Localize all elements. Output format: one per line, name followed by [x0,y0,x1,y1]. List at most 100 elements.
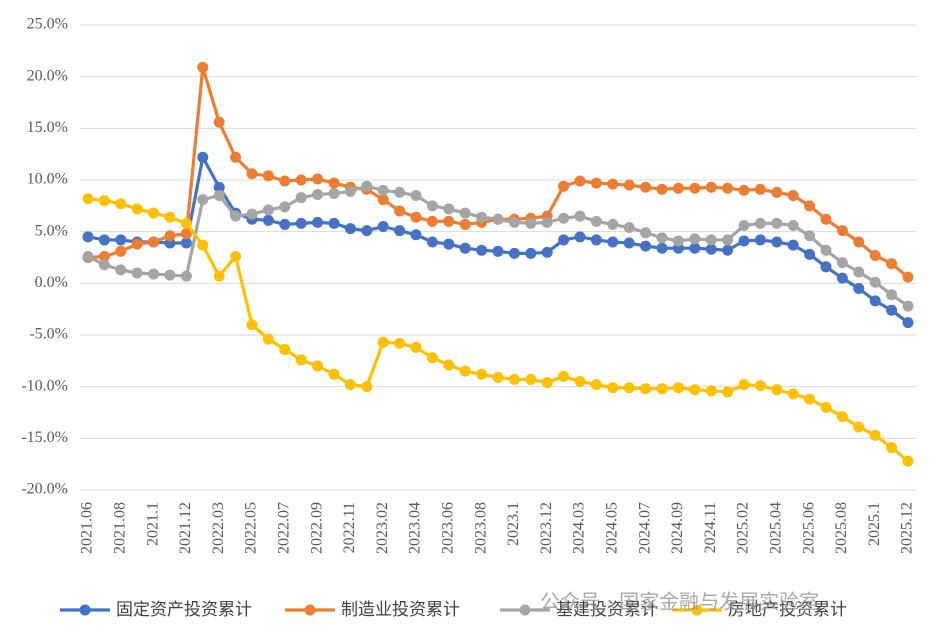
x-tick-label: 2025.12 [899,502,916,554]
data-point [377,221,389,232]
data-point [459,207,471,219]
data-point [279,343,291,355]
data-point [656,183,668,195]
x-tick-label: 2023.04 [407,502,424,554]
data-point [656,242,668,254]
data-point [853,236,865,248]
y-tick-label: 15.0% [27,119,68,136]
legend-label: 房地产投资累计 [728,600,847,620]
x-tick-label: 2025.02 [735,502,752,554]
data-point [82,250,94,262]
x-tick-label: 2024.11 [702,502,719,553]
data-point [410,211,422,223]
data-point [262,333,274,345]
legend-marker [519,604,531,616]
data-point [82,193,94,205]
data-point [312,360,324,372]
data-point [197,151,209,163]
x-tick-label: 2021.06 [79,502,96,554]
data-point [541,216,553,228]
data-point [443,359,455,371]
data-point [394,337,406,349]
x-tick-label: 2025.06 [800,502,817,554]
data-point [262,214,274,226]
data-point [607,178,619,190]
data-point [640,383,652,395]
legend-marker [304,604,316,616]
data-point [672,235,684,247]
data-point [459,365,471,377]
data-point [98,195,110,207]
data-point [738,379,750,391]
data-point [525,247,537,259]
data-point [689,384,701,396]
data-point [590,379,602,391]
data-point [672,382,684,394]
data-point [115,264,127,276]
data-point [886,258,898,270]
data-point [590,234,602,246]
data-point [525,373,537,385]
x-tick-label: 2022.03 [210,502,227,554]
legend-label: 制造业投资累计 [341,600,460,620]
data-point [836,272,848,284]
data-point [328,187,340,199]
legend-marker [79,604,91,616]
data-point [804,230,816,242]
data-point [902,455,914,467]
data-point [180,228,192,240]
data-point [197,194,209,206]
data-point [820,244,832,256]
y-tick-label: 0.0% [35,274,68,291]
y-tick-label: 10.0% [27,171,68,188]
data-point [623,179,635,191]
data-point [541,246,553,258]
data-point [640,181,652,193]
data-point [869,276,881,288]
data-point [836,257,848,269]
data-point [164,211,176,223]
data-point [820,213,832,225]
data-point [886,289,898,301]
data-point [410,229,422,241]
data-point [295,217,307,229]
data-point [148,236,160,248]
data-point [689,233,701,245]
data-point [328,177,340,189]
data-point [492,371,504,383]
data-point [148,268,160,280]
data-point [902,317,914,329]
x-tick-label: 2022.05 [243,502,260,554]
data-point [131,267,143,279]
data-point [508,247,520,259]
data-point [213,116,225,128]
data-point [279,218,291,230]
data-point [787,239,799,251]
data-point [246,208,258,220]
data-point [197,61,209,73]
data-point [738,184,750,196]
x-tick-label: 2024.05 [603,502,620,554]
x-tick-label: 2022.11 [341,502,358,553]
y-tick-label: 20.0% [27,67,68,84]
data-point [705,385,717,397]
data-point [230,210,242,222]
data-point [787,219,799,231]
data-point [164,230,176,242]
data-point [590,177,602,189]
legend-label: 固定资产投资累计 [116,600,252,620]
data-point [508,373,520,385]
data-point [689,182,701,194]
watermark: 公众号 · 国家金融与发展实验室 [540,590,819,614]
data-point [574,175,586,187]
data-point [246,319,258,331]
data-point [426,200,438,212]
data-point [164,269,176,281]
data-point [443,215,455,227]
data-point [607,218,619,230]
data-point [394,205,406,217]
data-point [328,368,340,380]
y-tick-label: -10.0% [21,377,68,394]
data-point [902,300,914,312]
